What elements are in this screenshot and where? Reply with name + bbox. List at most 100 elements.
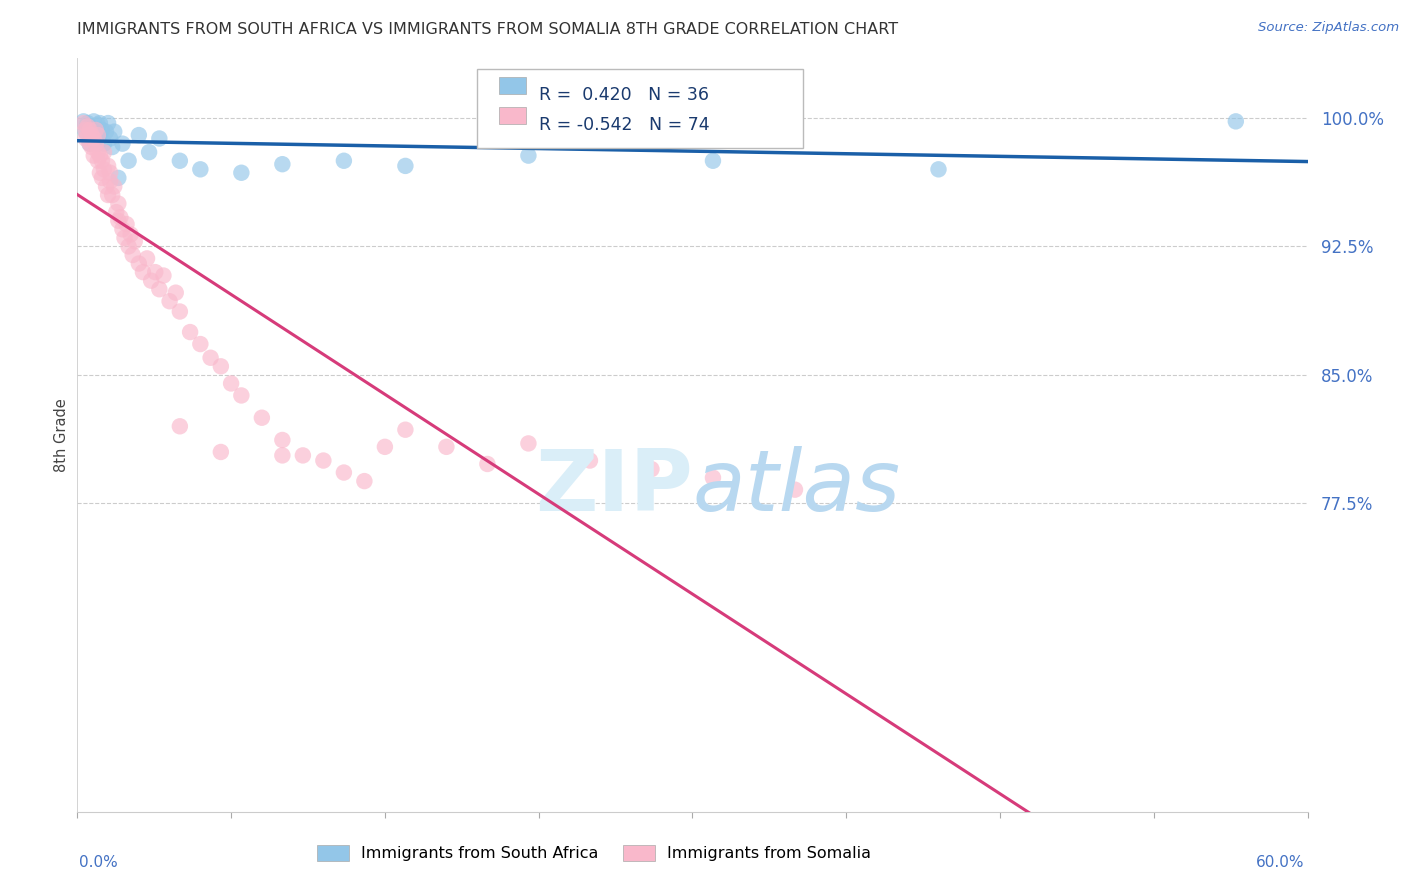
Point <box>89 116 111 130</box>
Point <box>80 128 103 142</box>
Point <box>200 351 222 365</box>
Point <box>783 483 806 497</box>
Point <box>271 433 294 447</box>
Text: 60.0%: 60.0% <box>1257 855 1305 870</box>
Point <box>271 449 294 463</box>
Point <box>87 153 110 168</box>
Text: R =  0.420   N = 36: R = 0.420 N = 36 <box>538 86 709 103</box>
Point <box>374 440 396 454</box>
Point <box>94 125 117 139</box>
Point <box>87 118 110 132</box>
Point <box>84 136 107 151</box>
Point <box>84 123 107 137</box>
Point <box>152 268 174 283</box>
Point <box>138 145 160 160</box>
Legend: Immigrants from South Africa, Immigrants from Somalia: Immigrants from South Africa, Immigrants… <box>311 838 877 868</box>
Point <box>83 114 105 128</box>
Point <box>72 114 94 128</box>
Point <box>141 274 163 288</box>
Point <box>124 234 146 248</box>
Point <box>87 145 110 160</box>
Point <box>93 145 115 160</box>
Point <box>79 136 101 151</box>
Text: 0.0%: 0.0% <box>79 855 118 870</box>
Point <box>87 128 110 142</box>
Point <box>105 205 128 219</box>
Point <box>89 128 111 142</box>
Point <box>333 153 356 168</box>
Point <box>83 148 105 162</box>
Point <box>87 136 110 151</box>
Point <box>231 166 253 180</box>
Point <box>75 131 97 145</box>
Point <box>579 453 602 467</box>
Point <box>80 140 103 154</box>
Point <box>76 120 98 134</box>
Point <box>94 179 117 194</box>
Point <box>165 285 187 300</box>
Point <box>97 188 120 202</box>
Point <box>93 136 115 151</box>
Point <box>128 128 150 142</box>
Point <box>101 140 124 154</box>
Point <box>169 419 191 434</box>
Point <box>89 166 111 180</box>
Point <box>76 128 98 142</box>
Point <box>111 136 134 151</box>
Point <box>169 304 191 318</box>
Point <box>103 179 125 194</box>
Point <box>98 174 121 188</box>
Text: Source: ZipAtlas.com: Source: ZipAtlas.com <box>1258 21 1399 34</box>
Point <box>250 410 273 425</box>
Point <box>143 265 166 279</box>
Text: R = -0.542   N = 74: R = -0.542 N = 74 <box>538 116 709 134</box>
Point <box>107 170 129 185</box>
Point <box>394 423 416 437</box>
Point <box>291 449 314 463</box>
Point <box>79 136 101 151</box>
Point <box>90 153 114 168</box>
Point <box>312 453 335 467</box>
Point <box>90 123 114 137</box>
Point <box>436 440 458 454</box>
Point <box>209 445 232 459</box>
Point <box>97 159 120 173</box>
Point <box>136 252 159 266</box>
Point <box>477 457 499 471</box>
Point <box>640 462 662 476</box>
Point <box>148 131 170 145</box>
Point <box>120 227 142 242</box>
FancyBboxPatch shape <box>477 70 803 148</box>
Point <box>333 466 356 480</box>
Point <box>353 474 375 488</box>
Point <box>97 116 120 130</box>
Point <box>89 148 111 162</box>
Point <box>107 196 129 211</box>
Point <box>128 256 150 270</box>
Point <box>394 159 416 173</box>
Point <box>117 239 139 253</box>
Point <box>271 157 294 171</box>
Text: ZIP: ZIP <box>534 446 693 529</box>
Point <box>231 388 253 402</box>
Point <box>188 337 212 351</box>
Point <box>103 125 125 139</box>
Point <box>79 123 101 137</box>
Point <box>517 436 540 450</box>
FancyBboxPatch shape <box>499 78 526 95</box>
Point <box>93 162 115 177</box>
Point <box>117 153 139 168</box>
Point <box>110 211 132 225</box>
Point <box>76 116 98 130</box>
Point <box>101 188 124 202</box>
Point <box>702 471 724 485</box>
Point <box>84 123 107 137</box>
Point <box>121 248 143 262</box>
Point <box>209 359 232 374</box>
Point <box>80 128 103 142</box>
Point <box>83 131 105 145</box>
Point <box>107 213 129 227</box>
Point <box>83 131 105 145</box>
Point <box>219 376 242 391</box>
Point <box>179 325 201 339</box>
